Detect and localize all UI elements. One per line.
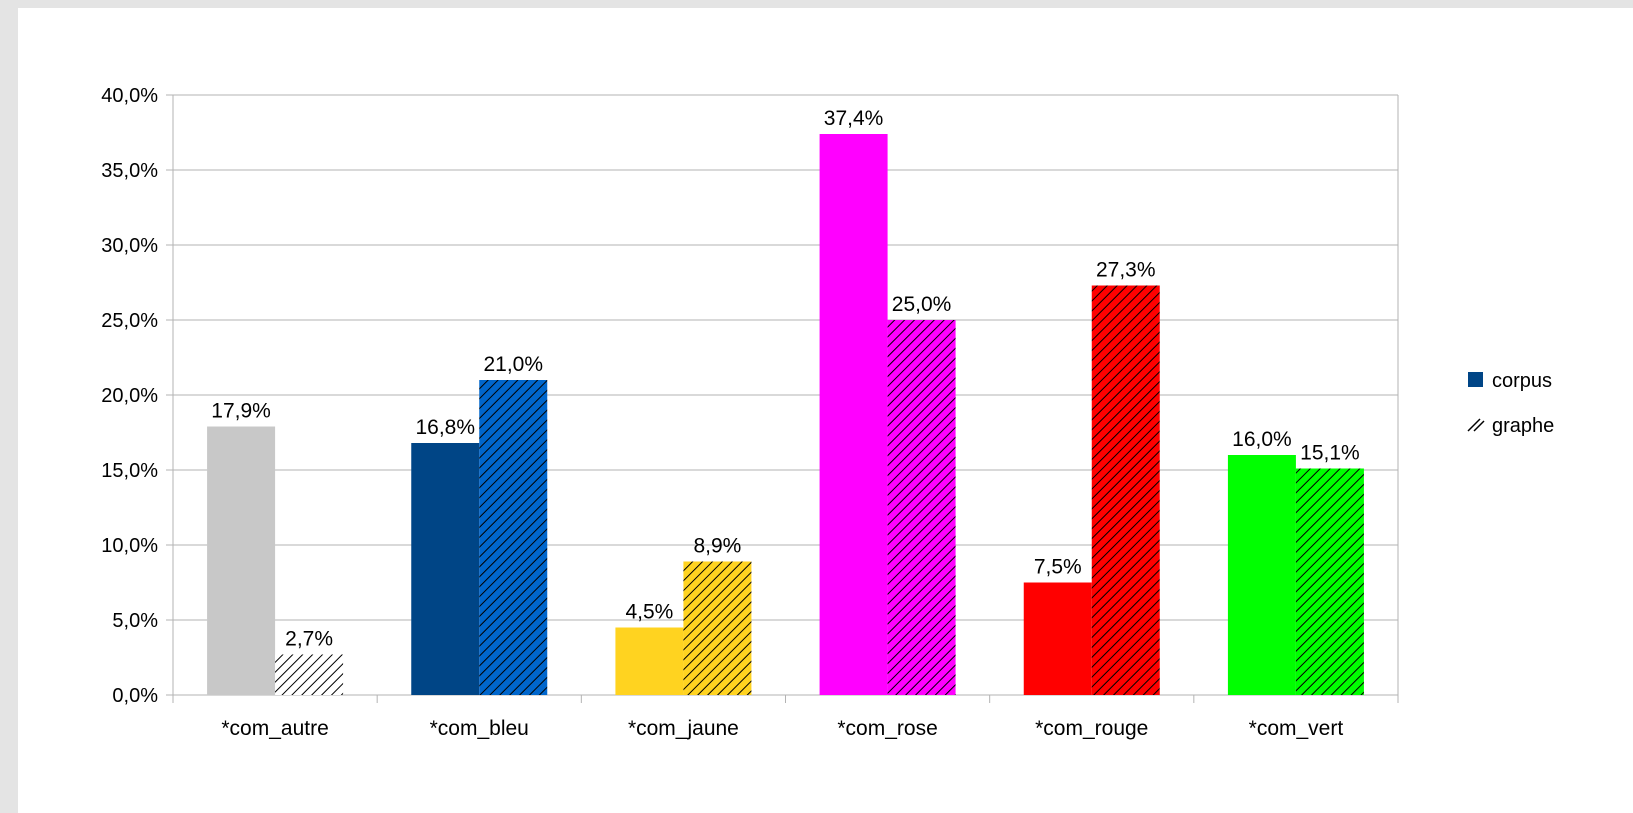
bar-corpus-com_vert	[1227, 455, 1296, 695]
bar-graphe-com_rose	[887, 320, 956, 695]
bar-graphe-com_vert	[1295, 468, 1364, 695]
data-label-graphe: 15,1%	[1300, 442, 1360, 465]
data-label-graphe: 21,0%	[483, 353, 543, 376]
bar-chart: 0,0% 5,0% 10,0% 15,0% 20,0% 25,0% 30,0% 35,0% 40…	[101, 85, 1554, 740]
bar-graphe-com_autre	[275, 654, 344, 695]
y-tick-label: 30,0%	[101, 235, 158, 257]
legend-label-corpus: corpus	[1492, 370, 1552, 392]
data-label-graphe: 25,0%	[892, 293, 952, 316]
y-tick-label: 35,0%	[101, 160, 158, 182]
data-label-corpus: 7,5%	[1034, 556, 1082, 579]
legend-marker-graphe	[1467, 418, 1485, 432]
bar-graphe-com_bleu	[479, 380, 548, 695]
y-tick-label: 25,0%	[101, 310, 158, 332]
legend: corpus graphe	[1467, 370, 1554, 437]
y-tick-label: 20,0%	[101, 385, 158, 407]
chart-panel: 0,0% 5,0% 10,0% 15,0% 20,0% 25,0% 30,0% 35,0% 40…	[18, 8, 1633, 813]
y-tick-label: 5,0%	[112, 610, 158, 632]
data-label-corpus: 4,5%	[625, 601, 673, 624]
bar-corpus-com_autre	[207, 426, 276, 695]
x-tick-label: *com_vert	[1249, 717, 1344, 740]
data-label-graphe: 8,9%	[693, 535, 741, 558]
legend-marker-corpus	[1468, 372, 1483, 387]
data-label-corpus: 16,0%	[1232, 428, 1292, 451]
legend-label-graphe: graphe	[1492, 415, 1554, 437]
data-labels: 17,9% 2,7% 16,8% 21,0% 4,5% 8,9% 37,4% 25,0% 7,5…	[211, 107, 1359, 651]
x-tick-label: *com_bleu	[430, 717, 529, 740]
bar-graphe-com_jaune	[683, 561, 752, 695]
data-label-corpus: 17,9%	[211, 400, 271, 423]
bar-corpus-com_jaune	[615, 627, 684, 695]
y-tick-label: 40,0%	[101, 85, 158, 107]
data-label-graphe: 27,3%	[1096, 259, 1156, 282]
data-label-corpus: 37,4%	[824, 107, 884, 130]
x-tick-label: *com_rose	[837, 717, 937, 740]
y-tick-label: 0,0%	[112, 685, 158, 707]
x-tick-label: *com_autre	[221, 717, 328, 740]
y-tick-label: 10,0%	[101, 535, 158, 557]
data-label-graphe: 2,7%	[285, 628, 333, 651]
data-label-corpus: 16,8%	[415, 416, 475, 439]
bar-graphe-com_rouge	[1091, 285, 1160, 695]
bar-corpus-com_rouge	[1023, 582, 1092, 695]
bar-corpus-com_bleu	[411, 443, 480, 695]
bar-corpus-com_rose	[819, 134, 888, 695]
axes: 0,0% 5,0% 10,0% 15,0% 20,0% 25,0% 30,0% 35,0% 40…	[101, 85, 1399, 740]
x-tick-label: *com_rouge	[1035, 717, 1148, 740]
gridlines	[166, 94, 1398, 696]
y-tick-label: 15,0%	[101, 460, 158, 482]
bars	[207, 134, 1364, 695]
x-tick-label: *com_jaune	[628, 717, 739, 740]
